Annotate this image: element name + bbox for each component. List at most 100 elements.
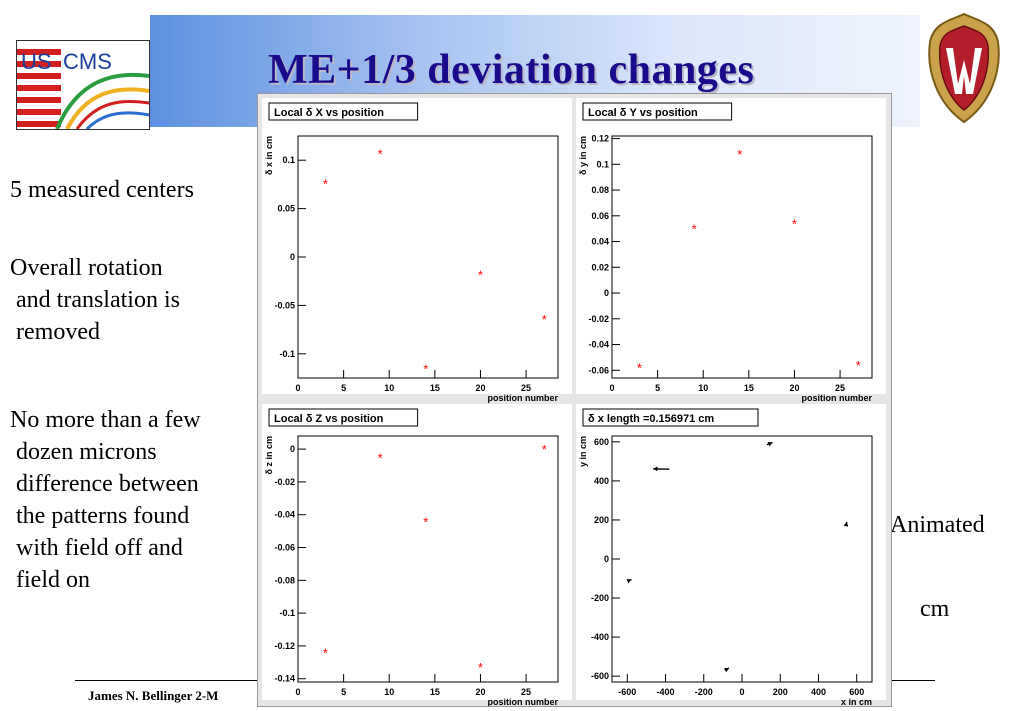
footer-author: James N. Bellinger 2-M: [88, 688, 218, 704]
y-tick-label: -0.12: [274, 641, 295, 651]
x-tick-label: 5: [341, 383, 346, 393]
wisconsin-crest-logo: [926, 12, 1002, 124]
text-rotation-removed: Overall rotation and translation is remo…: [10, 252, 180, 348]
plot-background: [262, 98, 572, 394]
data-point: *: [323, 645, 328, 660]
y-axis-label: δ x in cm: [264, 136, 274, 175]
data-point: *: [542, 442, 547, 457]
plot-panel-4: δ x length =0.156971 cm -600 -400 -200 0 200 4…: [576, 404, 886, 706]
x-tick-label: 400: [811, 687, 826, 697]
y-axis-label: y in cm: [578, 436, 588, 467]
x-tick-label: 15: [744, 383, 754, 393]
data-point: *: [378, 450, 383, 465]
y-tick-label: -0.02: [274, 477, 295, 487]
data-point: *: [792, 217, 797, 232]
x-axis-label: position number: [488, 393, 559, 403]
y-tick-label: -0.06: [274, 543, 295, 553]
y-tick-label: 0.1: [282, 155, 295, 165]
y-tick-label: -400: [591, 632, 609, 642]
x-tick-label: 0: [739, 687, 744, 697]
x-tick-label: 20: [475, 383, 485, 393]
data-point: *: [478, 660, 483, 675]
x-tick-label: -400: [657, 687, 675, 697]
y-tick-label: 0.12: [591, 134, 609, 144]
x-tick-label: 10: [384, 383, 394, 393]
plot-title: Local δ X vs position: [274, 107, 384, 119]
y-tick-label: -200: [591, 593, 609, 603]
y-tick-label: 0: [290, 252, 295, 262]
x-tick-label: 0: [295, 687, 300, 697]
x-tick-label: 15: [430, 383, 440, 393]
x-tick-label: 25: [835, 383, 845, 393]
data-point: *: [692, 222, 697, 237]
data-point: *: [423, 514, 428, 529]
y-tick-label: -0.1: [279, 608, 295, 618]
plot-background: [262, 404, 572, 700]
x-tick-label: 10: [384, 687, 394, 697]
x-axis-label: position number: [488, 697, 559, 706]
plot-title: Local δ Y vs position: [588, 107, 698, 119]
x-tick-label: 5: [655, 383, 660, 393]
y-tick-label: 400: [594, 476, 609, 486]
plot-panel-3: Local δ Z vs position 0 5 10 15 20 25 0 -0.02 -0.…: [262, 404, 572, 706]
x-tick-label: -200: [695, 687, 713, 697]
x-tick-label: 5: [341, 687, 346, 697]
logo-text-us: US: [21, 49, 52, 74]
data-point: *: [542, 312, 547, 327]
y-tick-label: 600: [594, 437, 609, 447]
y-tick-label: -0.05: [274, 300, 295, 310]
y-tick-label: -0.06: [588, 365, 609, 375]
x-tick-label: 10: [698, 383, 708, 393]
y-axis-label: δ z in cm: [264, 436, 274, 474]
x-tick-label: 600: [849, 687, 864, 697]
x-tick-label: 20: [475, 687, 485, 697]
x-tick-label: 0: [609, 383, 614, 393]
y-tick-label: 0: [604, 554, 609, 564]
x-tick-label: 25: [521, 383, 531, 393]
text-measured-centers: 5 measured centers: [10, 174, 194, 206]
y-tick-label: -600: [591, 671, 609, 681]
plot-background: [576, 404, 886, 700]
text-cm: cm: [920, 596, 949, 623]
y-tick-label: -0.08: [274, 575, 295, 585]
y-tick-label: 200: [594, 515, 609, 525]
y-tick-label: 0.06: [591, 211, 609, 221]
y-tick-label: 0.02: [591, 262, 609, 272]
y-tick-label: 0.1: [596, 159, 609, 169]
plot-title: δ x length =0.156971 cm: [588, 413, 714, 425]
text-animated: Animated: [890, 512, 985, 539]
x-tick-label: -600: [618, 687, 636, 697]
y-tick-label: -0.04: [274, 510, 295, 520]
y-tick-label: -0.14: [274, 674, 295, 684]
x-axis-label: position number: [802, 393, 873, 403]
x-tick-label: 15: [430, 687, 440, 697]
data-point: *: [478, 267, 483, 282]
x-axis-label: x in cm: [841, 697, 872, 706]
plot-background: [576, 98, 886, 394]
x-tick-label: 25: [521, 687, 531, 697]
data-point: *: [856, 358, 861, 373]
data-point: *: [378, 146, 383, 161]
us-cms-logo: US CMS: [16, 40, 150, 130]
x-tick-label: 0: [295, 383, 300, 393]
x-tick-label: 20: [789, 383, 799, 393]
y-tick-label: -0.04: [588, 340, 609, 350]
plot-panel-2: Local δ Y vs position 0 5 10 15 20 25 0.12 0.1 0.…: [576, 98, 886, 403]
plot-title: Local δ Z vs position: [274, 413, 384, 425]
y-tick-label: 0.04: [591, 237, 609, 247]
data-point: *: [323, 176, 328, 191]
y-tick-label: -0.02: [588, 314, 609, 324]
data-point: *: [423, 361, 428, 376]
y-tick-label: 0: [290, 444, 295, 454]
slide-title: ME+1/3 deviation changes: [268, 46, 754, 94]
y-tick-label: 0.08: [591, 185, 609, 195]
logo-text-cms: CMS: [63, 49, 112, 74]
data-point: *: [737, 147, 742, 162]
y-tick-label: -0.1: [279, 349, 295, 359]
y-axis-label: δ y in cm: [578, 136, 588, 175]
y-tick-label: 0: [604, 288, 609, 298]
x-tick-label: 200: [773, 687, 788, 697]
